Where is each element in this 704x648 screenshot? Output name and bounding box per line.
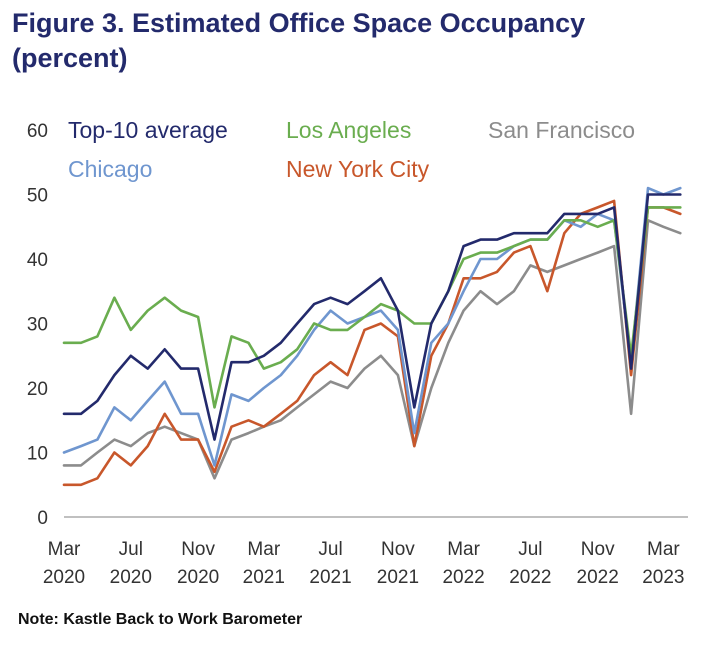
x-tick-label-month: Nov (181, 539, 215, 560)
x-tick-label-month: Jul (518, 539, 542, 560)
x-tick-label-year: 2020 (177, 567, 219, 588)
source-note: Note: Kastle Back to Work Barometer (18, 611, 303, 628)
x-tick-label-year: 2021 (309, 567, 351, 588)
legend-item-san-francisco: San Francisco (488, 117, 635, 143)
legend-item-top-10-average: Top-10 average (68, 117, 228, 143)
x-tick-label-year: 2020 (43, 567, 85, 588)
x-tick-label-year: 2023 (642, 567, 684, 588)
figure-title-line-1: Figure 3. Estimated Office Space Occupan… (12, 8, 586, 38)
figure-title: Figure 3. Estimated Office Space Occupan… (12, 6, 692, 76)
figure-title-line-2: (percent) (12, 43, 128, 73)
legend-item-los-angeles: Los Angeles (286, 117, 411, 143)
x-tick-label-year: 2022 (577, 567, 619, 588)
x-tick-label-year: 2021 (243, 567, 285, 588)
x-tick-label-month: Jul (119, 539, 143, 560)
x-tick-label-month: Mar (247, 539, 280, 560)
y-tick-label: 0 (37, 508, 48, 529)
x-tick-label-month: Mar (48, 539, 81, 560)
series-line-los-angeles (62, 206, 682, 409)
series-line-top-10-average (62, 193, 682, 441)
y-tick-label: 60 (27, 121, 48, 142)
y-tick-label: 30 (27, 315, 48, 336)
x-tick-label-year: 2020 (110, 567, 152, 588)
legend-item-chicago: Chicago (68, 156, 152, 182)
x-tick-label-month: Nov (581, 539, 615, 560)
series-line-new-york-city (62, 199, 682, 487)
x-tick-label-year: 2021 (377, 567, 419, 588)
series-line-san-francisco (62, 219, 682, 480)
y-tick-label: 50 (27, 186, 48, 207)
line-chart: 0 10 20 30 40 50 60 Mar 2020 Jul 2020 Nov 2020 Mar 202… (27, 117, 688, 588)
x-tick-label-month: Mar (647, 539, 680, 560)
y-tick-label: 40 (27, 250, 48, 271)
x-tick-label-month: Nov (381, 539, 415, 560)
legend-item-new-york-city: New York City (286, 156, 430, 182)
x-tick-label-year: 2022 (442, 567, 484, 588)
y-tick-label: 10 (27, 444, 48, 465)
x-tick-label-month: Mar (447, 539, 480, 560)
x-tick-label-month: Jul (318, 539, 342, 560)
x-tick-label-year: 2022 (509, 567, 551, 588)
series-line-chicago (62, 186, 682, 467)
y-tick-label: 20 (27, 379, 48, 400)
